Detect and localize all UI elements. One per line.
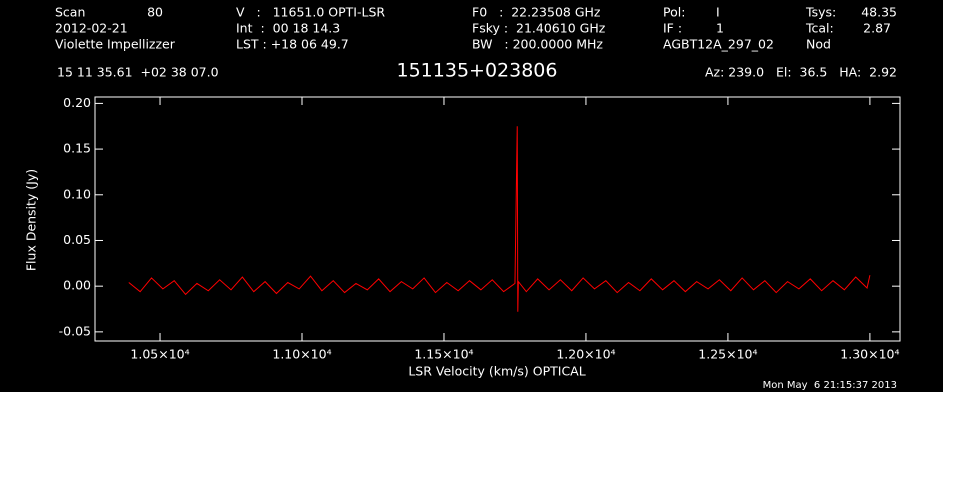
y-tick-label: 0.05 (63, 232, 91, 247)
spectrum-line (128, 126, 871, 312)
header-text: 48.35 (861, 5, 897, 20)
x-tick-label: 1.15×10⁴ (414, 347, 473, 362)
y-tick-label: -0.05 (59, 323, 91, 338)
header-text: 2.87 (863, 21, 891, 36)
header-text: Tsys: (805, 5, 836, 20)
x-tick-label: 1.25×10⁴ (698, 347, 757, 362)
plot-frame (94, 96, 901, 342)
coordinates: 15 11 35.61 +02 38 07.0 (57, 65, 219, 80)
az-el-ha: Az: 239.0 El: 36.5 HA: 2.92 (705, 65, 897, 80)
source-name: 151135+023806 (397, 60, 558, 82)
header-text: IF : (663, 21, 682, 36)
y-tick-label: 0.10 (63, 186, 91, 201)
header-text: Int : 00 18 14.3 (236, 21, 340, 36)
header-text: Nod (806, 37, 831, 52)
plot-background (0, 0, 943, 392)
x-axis-label: LSR Velocity (km/s) OPTICAL (408, 364, 585, 379)
y-tick-label: 0.20 (63, 95, 91, 110)
header-text: Scan (55, 5, 85, 20)
x-tick-label: 1.10×10⁴ (272, 347, 331, 362)
header-text: AGBT12A_297_02 (663, 37, 774, 52)
y-axis-label: Flux Density (Jy) (24, 169, 39, 271)
header-text: V : 11651.0 OPTI-LSR (236, 5, 385, 20)
timestamp: Mon May 6 21:15:37 2013 (763, 380, 897, 391)
x-tick-label: 1.05×10⁴ (130, 347, 189, 362)
header-text: F0 : 22.23508 GHz (472, 5, 601, 20)
header-text: I (716, 5, 720, 20)
x-tick-label: 1.20×10⁴ (556, 347, 615, 362)
header-text: Fsky : 21.40610 GHz (472, 21, 606, 36)
header-text: 80 (147, 5, 163, 20)
x-tick-label: 1.30×10⁴ (840, 347, 899, 362)
header-text: Tcal: (805, 21, 834, 36)
y-tick-label: 0.00 (63, 278, 91, 293)
header-text: Violette Impellizzer (55, 37, 176, 52)
header-text: Pol: (663, 5, 685, 20)
header-text: 1 (716, 21, 724, 36)
header-text: BW : 200.0000 MHz (472, 37, 603, 52)
header-text: LST : +18 06 49.7 (236, 37, 349, 52)
header-text: 2012-02-21 (55, 21, 128, 36)
y-tick-label: 0.15 (63, 141, 91, 156)
